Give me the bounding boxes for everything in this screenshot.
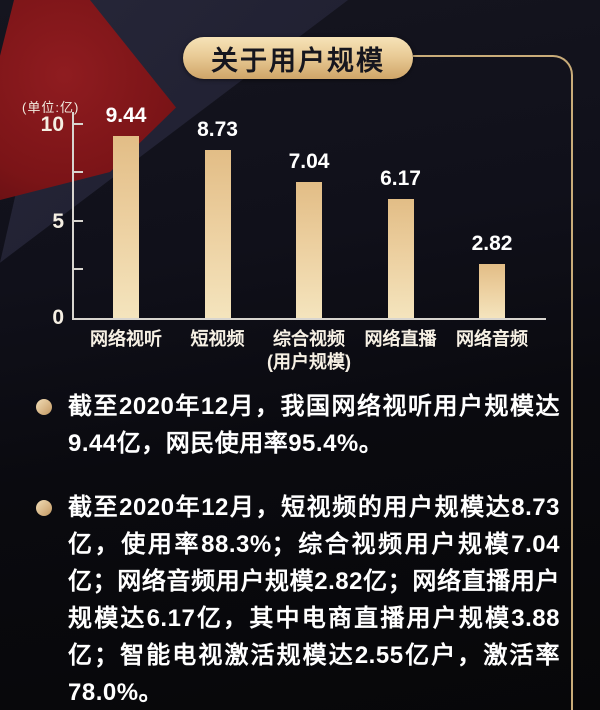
y-axis-tick-label: 5 <box>52 209 64 233</box>
bar <box>204 149 231 318</box>
y-axis-tick-label: 10 <box>40 113 64 136</box>
page-title: 关于用户规模 <box>211 45 385 76</box>
x-axis-category-label: 短视频 <box>190 329 245 349</box>
y-axis-tick-label: 0 <box>52 306 64 329</box>
x-axis-category-label: 综合视频 (用户规模) <box>254 328 364 374</box>
bar-value-label: 9.44 <box>105 103 147 127</box>
summary-list: 截至2020年12月，我国网络视听用户规模达9.44亿，网民使用率95.4%。 … <box>36 388 560 710</box>
y-axis-tick <box>72 267 83 270</box>
x-axis-category-sublabel: (用户规模) <box>267 352 351 372</box>
bar <box>113 135 139 318</box>
bar-chart: 0 5 10 9.44 网络视听 8.73 短视频 7.04 综合视频 (用户规模) 6.17 网络直… <box>41 104 546 372</box>
y-axis-tick <box>72 171 83 174</box>
bar <box>479 263 505 318</box>
bullet-dot-icon <box>36 399 52 415</box>
summary-text: 截至2020年12月，短视频的用户规模达8.73亿，使用率88.3%；综合视频用… <box>68 494 560 706</box>
list-item: 截至2020年12月，我国网络视听用户规模达9.44亿，网民使用率95.4%。 <box>36 388 560 462</box>
chart-unit-label: (单位:亿) <box>22 100 80 115</box>
bar-value-label: 6.17 <box>380 166 421 190</box>
y-axis-tick <box>72 123 83 125</box>
list-item: 截至2020年12月，短视频的用户规模达8.73亿，使用率88.3%；综合视频用… <box>36 489 560 710</box>
bar-value-label: 7.04 <box>288 150 330 174</box>
x-axis-category-label: 网络音频 <box>456 329 528 349</box>
x-axis-category-label: 网络直播 <box>364 329 437 349</box>
x-axis-category-label: 网络视听 <box>90 329 162 349</box>
bar <box>296 182 322 318</box>
summary-text: 截至2020年12月，我国网络视听用户规模达9.44亿，网民使用率95.4%。 <box>68 393 560 457</box>
gold-frame-border <box>413 55 573 710</box>
section-title-badge: 关于用户规模 <box>183 37 413 79</box>
bar-value-label: 8.73 <box>197 117 238 141</box>
bar <box>387 198 414 318</box>
y-axis-tick <box>72 219 83 222</box>
bullet-dot-icon <box>36 500 52 516</box>
bar-value-label: 2.82 <box>471 231 513 255</box>
